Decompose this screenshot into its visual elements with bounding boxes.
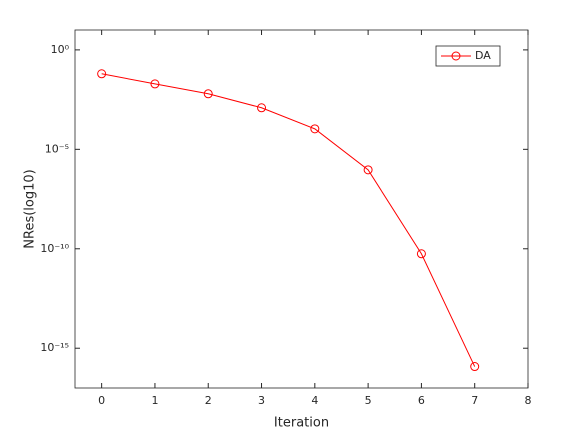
y-tick-label: 10⁰ <box>51 43 70 56</box>
x-tick-label: 8 <box>525 394 532 407</box>
axes-box <box>74 29 529 389</box>
x-tick-label: 6 <box>418 394 425 407</box>
x-tick-label: 2 <box>205 394 212 407</box>
x-tick-label: 1 <box>151 394 158 407</box>
legend-marker <box>451 51 461 61</box>
marker <box>470 362 480 372</box>
marker <box>416 249 426 259</box>
marker <box>150 79 160 89</box>
marker <box>97 69 107 79</box>
x-tick-label: 7 <box>471 394 478 407</box>
marker <box>203 89 213 99</box>
x-tick-label: 0 <box>98 394 105 407</box>
y-tick-label: 10⁻⁵ <box>45 142 69 155</box>
y-tick-label: 10⁻¹⁵ <box>40 341 69 354</box>
y-tick-label: 10⁻¹⁰ <box>40 242 69 255</box>
y-axis-label: NRes(log10) <box>23 169 38 248</box>
x-tick-label: 4 <box>311 394 318 407</box>
line <box>101 73 476 367</box>
x-tick-label: 3 <box>258 394 265 407</box>
marker <box>310 124 320 134</box>
marker <box>257 103 267 113</box>
x-axis-label: Iteration <box>274 416 329 431</box>
legend-label: DA <box>475 49 491 62</box>
marker <box>363 165 373 175</box>
x-tick-label: 5 <box>365 394 372 407</box>
